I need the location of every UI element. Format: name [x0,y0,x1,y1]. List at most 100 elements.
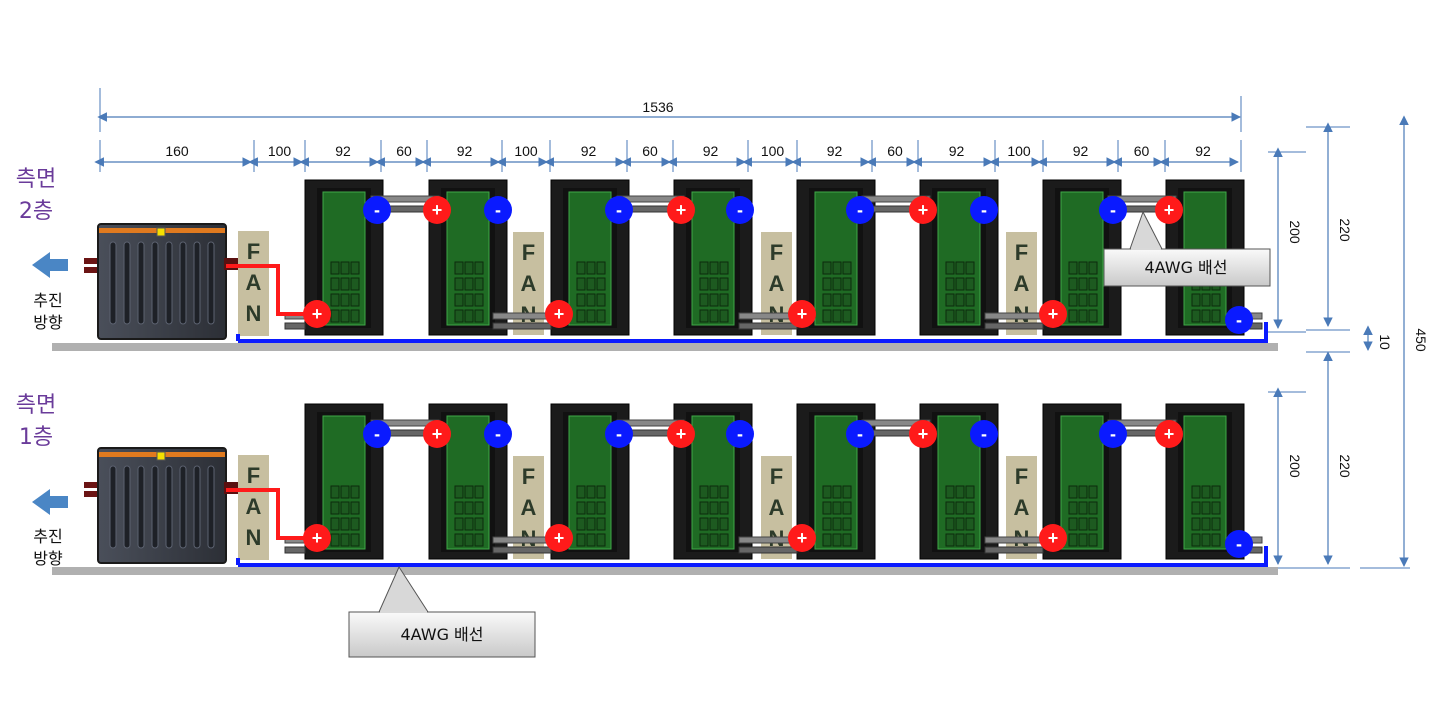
negative-terminal: - [726,196,754,224]
dim-segment-label: 100 [514,143,538,159]
cell-slot [842,485,852,499]
radiator-fin [207,465,215,549]
floor-plate [52,567,1278,575]
cell-slot [586,309,596,323]
cell-slot [1078,277,1088,291]
cell-slot [699,485,709,499]
terminal-sign: - [1110,200,1116,220]
cell-slot [955,517,965,531]
layer-2-line2: 2층 [19,199,53,224]
drive-unit-body [97,447,227,564]
terminal-sign: - [374,200,380,220]
dim-segment-label: 60 [642,143,658,159]
top-dimensions: 1536 160 100 92 60 92 100 92 60 92 100 92 60 92 100 92… [94,88,1242,172]
terminal-sign: + [432,200,443,220]
dim-segment-label: 100 [761,143,785,159]
cell-slot [822,277,832,291]
terminal-sign: - [1236,534,1242,554]
cell-slot [586,293,596,307]
cell-slot [1191,501,1201,515]
cell-slot [1068,501,1078,515]
cell-slot [965,309,975,323]
terminal-sign: + [1164,424,1175,444]
direction-group-lower: 추진 방향 [32,489,68,568]
negative-wire [238,546,1268,567]
busbar [492,312,552,320]
cell-slot [340,293,350,307]
positive-terminal: + [545,524,573,552]
busbar [984,322,1044,330]
negative-terminal: - [970,420,998,448]
fan-letter: F [522,240,535,265]
cell-slot [350,485,360,499]
cell-slot [576,261,586,275]
plus-icon [303,524,331,552]
cell-slot [596,533,606,547]
dim-segment-label: 60 [1134,143,1150,159]
indicator-light [156,227,166,237]
plus-icon [667,196,695,224]
cell-slot [454,309,464,323]
cell-slot [842,517,852,531]
fan-letter: A [246,270,262,295]
cell-slot [1068,309,1078,323]
negative-terminal: - [1099,420,1127,448]
cell-slot [340,261,350,275]
cell-slot [576,485,586,499]
cell-slot [1088,501,1098,515]
cell-slot [719,533,729,547]
terminal-sign: + [676,424,687,444]
cell-slot [719,261,729,275]
terminal-sign: - [374,424,380,444]
cell-slot [340,517,350,531]
plus-icon [545,524,573,552]
cell-slot [474,485,484,499]
positive-terminal: + [303,300,331,328]
fan-unit: FAN [1006,232,1037,335]
cell-slot [719,277,729,291]
dim-segment-label: 100 [268,143,292,159]
cell-slot [832,485,842,499]
terminal-sign: - [857,200,863,220]
cell-slot [699,501,709,515]
positive-terminal: + [788,300,816,328]
cell-slot [1078,309,1088,323]
cell-slot [330,277,340,291]
cell-slot [474,533,484,547]
fan-letter: A [1014,495,1030,520]
minus-icon [605,420,633,448]
cell-slot [1068,485,1078,499]
cell-slot [464,501,474,515]
cell-slot [842,261,852,275]
terminal-sign: - [616,200,622,220]
dim-total-450: 450 [1413,328,1429,352]
fan-unit: FAN [238,455,269,560]
cell-slot [1191,293,1201,307]
terminal-sign: - [737,200,743,220]
radiator-fin [179,241,187,325]
cell-slot [955,501,965,515]
cell-slot [454,501,464,515]
cell-slot [596,277,606,291]
negative-terminal: - [484,420,512,448]
negative-terminal: - [726,420,754,448]
drive-unit [84,223,238,340]
cell-slot [822,533,832,547]
fan-letter: F [247,239,260,264]
cell-slot [832,501,842,515]
negative-terminal: - [605,196,633,224]
cell-slot [464,485,474,499]
dim-segment-label: 92 [335,143,351,159]
cell-slot [1088,533,1098,547]
terminal-sign: + [432,424,443,444]
battery-layer-2: FANFANFANFAN-+--+--+--+++++- [52,179,1278,351]
negative-terminal: - [1225,530,1253,558]
cell-slot [1201,533,1211,547]
cell-slot [1191,309,1201,323]
cell-slot [945,517,955,531]
minus-icon [605,196,633,224]
terminal-sign: - [981,200,987,220]
fan-letter: A [521,495,537,520]
cell-slot [1191,485,1201,499]
plus-icon [909,420,937,448]
